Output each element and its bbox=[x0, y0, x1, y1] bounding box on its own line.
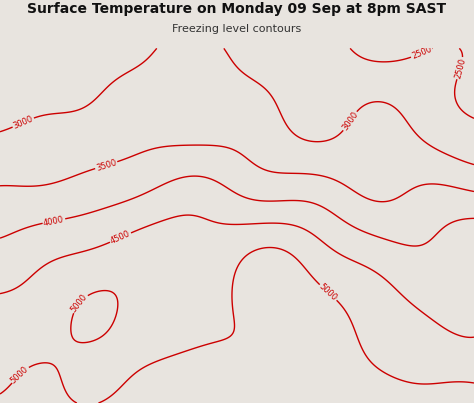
Text: 5000: 5000 bbox=[69, 292, 90, 314]
Text: 3500: 3500 bbox=[95, 158, 118, 172]
Text: 3000: 3000 bbox=[12, 114, 35, 131]
Text: 4500: 4500 bbox=[109, 229, 132, 246]
Text: 4000: 4000 bbox=[43, 214, 65, 227]
Text: 5000: 5000 bbox=[9, 364, 31, 385]
Text: 5000: 5000 bbox=[318, 282, 339, 303]
Text: Freezing level contours: Freezing level contours bbox=[173, 24, 301, 34]
Text: 3000: 3000 bbox=[340, 110, 360, 132]
Text: 2500: 2500 bbox=[410, 45, 433, 61]
Text: Surface Temperature on Monday 09 Sep at 8pm SAST: Surface Temperature on Monday 09 Sep at … bbox=[27, 2, 447, 16]
Text: 2500: 2500 bbox=[454, 57, 467, 80]
